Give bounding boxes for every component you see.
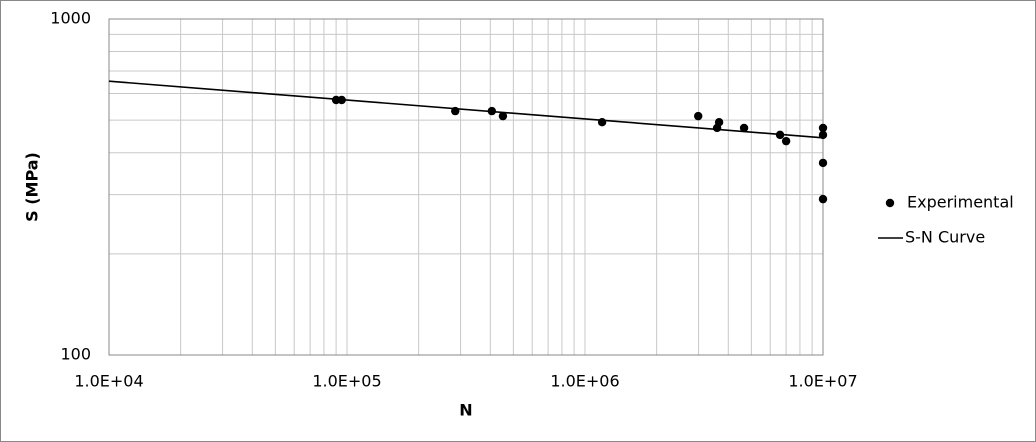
legend-marker	[885, 198, 895, 208]
data-point	[818, 194, 828, 204]
y-tick-label: 1000	[50, 9, 91, 28]
x-tick-label: 1.0E+07	[788, 372, 857, 391]
data-point	[739, 123, 749, 133]
y-axis-title: S (MPa)	[23, 152, 42, 222]
legend-label: S-N Curve	[905, 228, 985, 247]
data-point	[818, 158, 828, 168]
data-point	[714, 118, 724, 127]
data-point	[498, 111, 508, 121]
plot-frame	[108, 18, 824, 356]
x-tick-label: 1.0E+04	[74, 372, 143, 391]
sn-curve	[108, 80, 824, 139]
x-tick-label: 1.0E+05	[312, 372, 381, 391]
x-axis-title: N	[459, 401, 472, 420]
data-point	[694, 111, 703, 121]
x-tick-label: 1.0E+06	[550, 372, 619, 391]
y-tick-label: 100	[60, 345, 91, 364]
data-point	[781, 136, 791, 146]
legend-label: Experimental	[907, 193, 1014, 212]
data-point	[818, 123, 828, 133]
